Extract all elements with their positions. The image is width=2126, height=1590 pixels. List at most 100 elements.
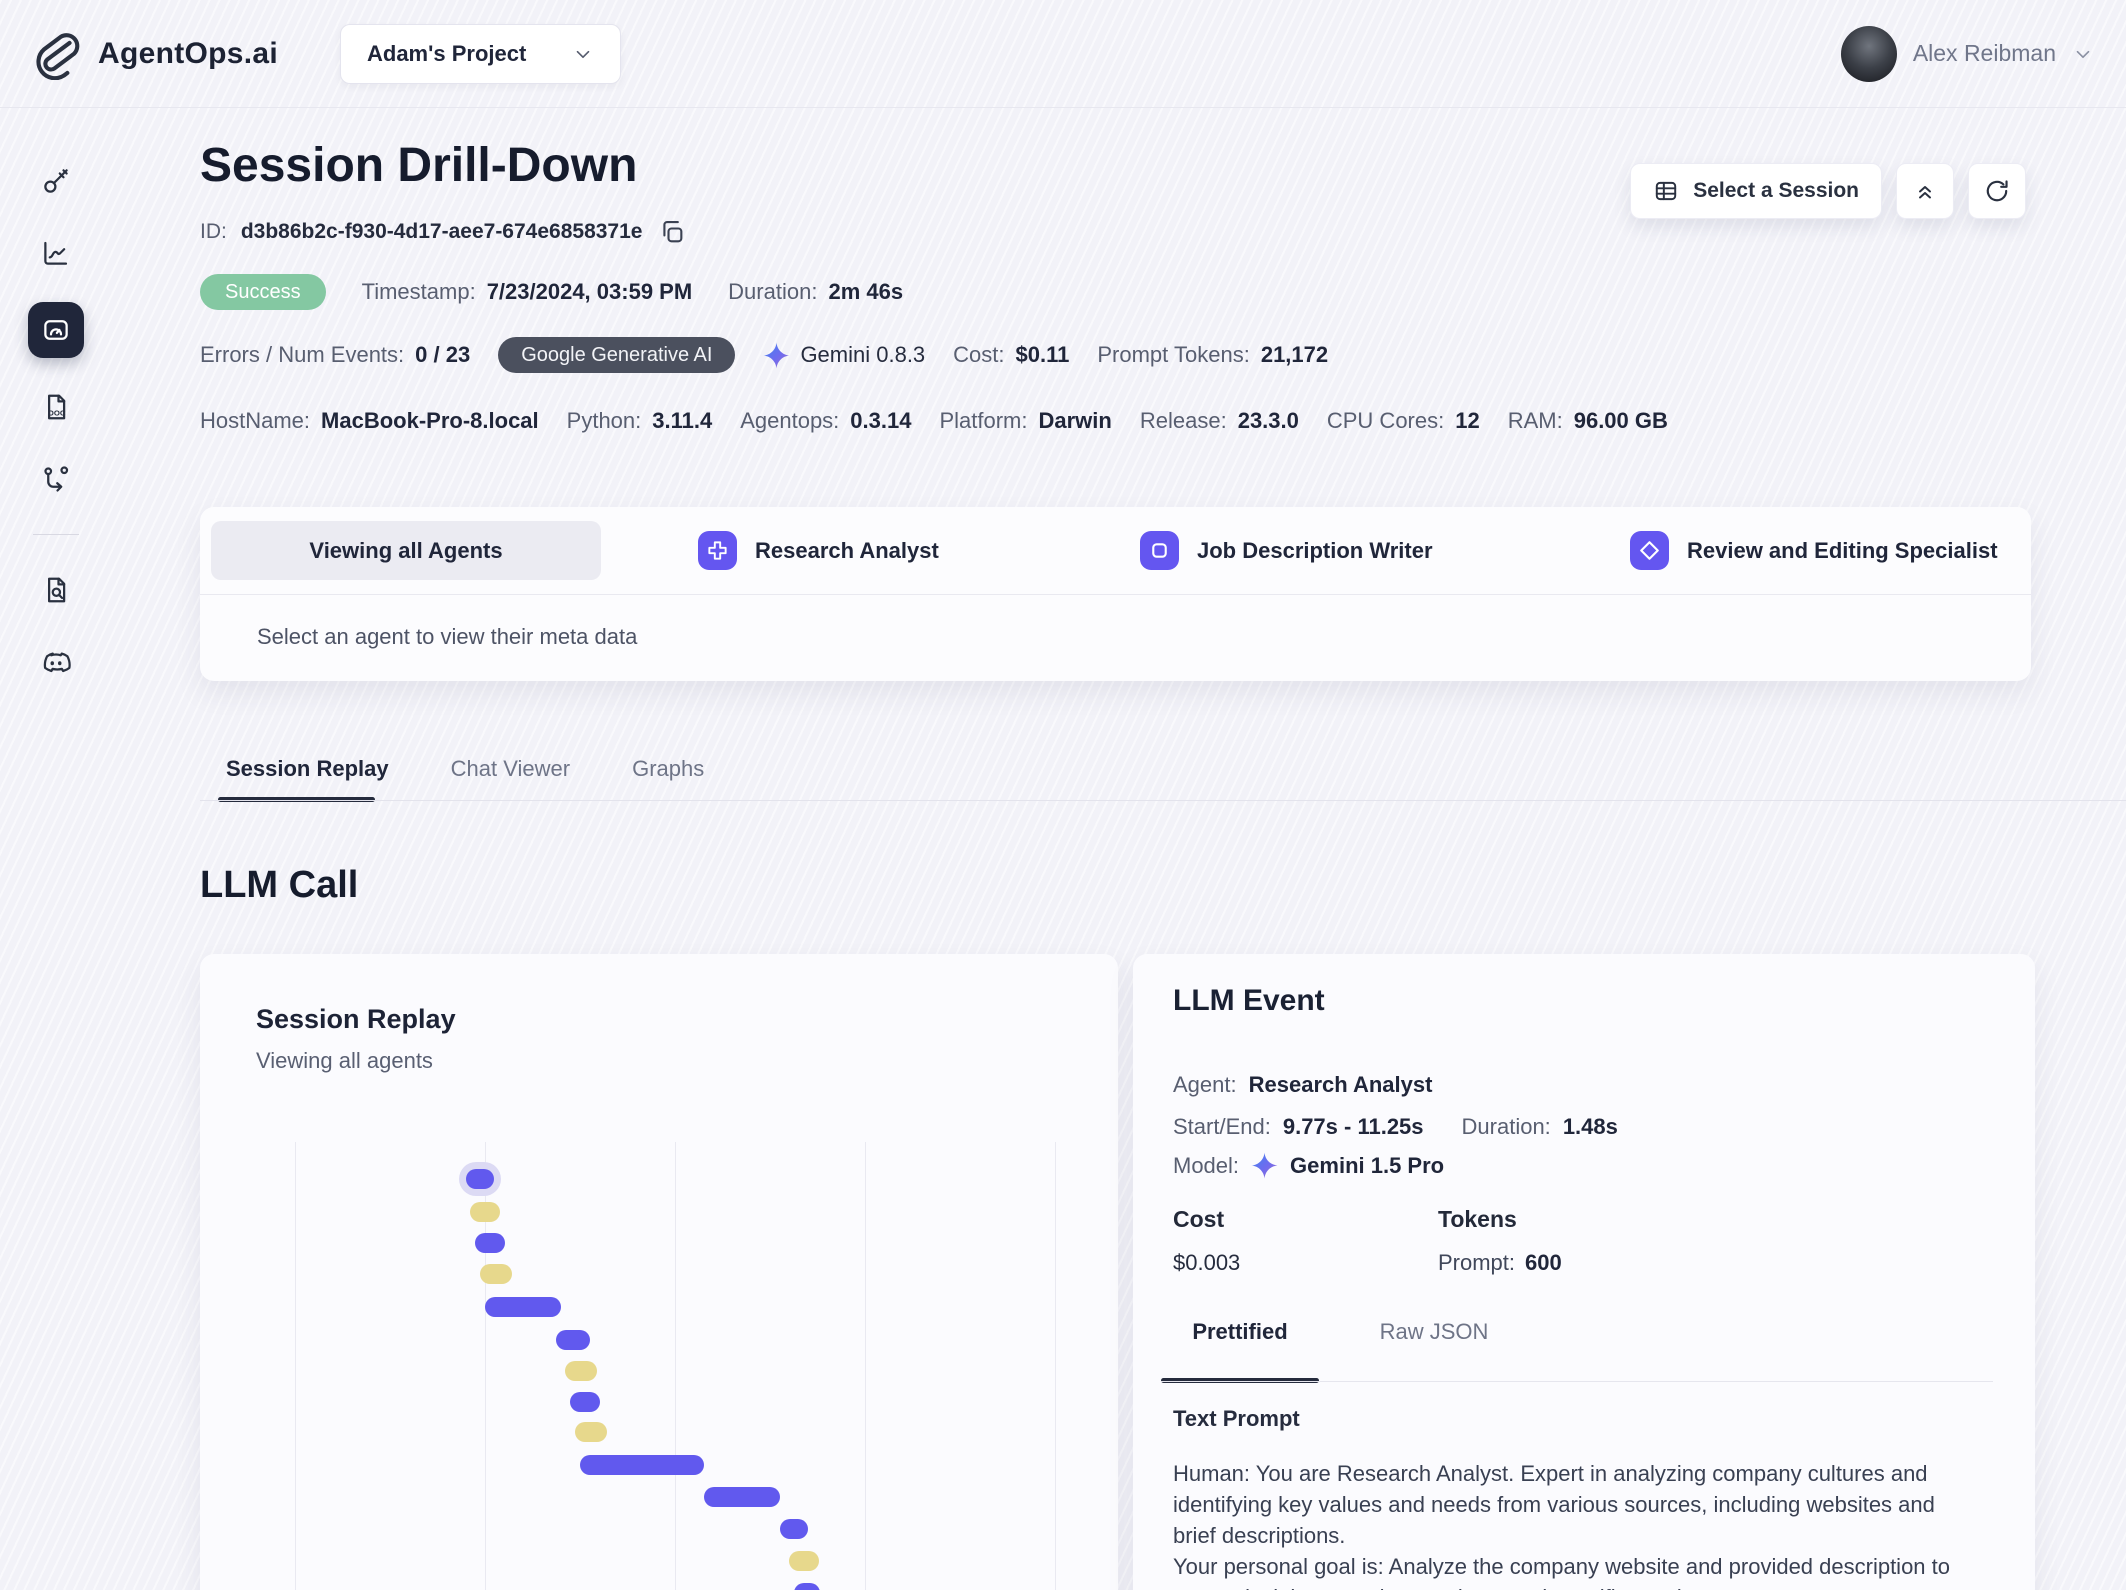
collapse-button[interactable] (1896, 163, 1954, 219)
tab-chat-viewer[interactable]: Chat Viewer (450, 756, 571, 781)
cpu-cores-field: CPU Cores: 12 (1326, 408, 1480, 433)
replay-bar-tool[interactable] (789, 1551, 819, 1571)
tab-agent-job-description-writer[interactable]: Job Description Writer (1140, 531, 1433, 570)
sidebar-item-session-drilldown[interactable] (28, 302, 84, 358)
copy-id-button[interactable] (656, 216, 688, 248)
event-timing-row: Start/End: 9.77s - 11.25s Duration: 1.48… (1173, 1114, 1618, 1139)
session-id-value: d3b86b2c-f930-4d17-aee7-674e6858371e (240, 220, 643, 243)
llm-event-card: LLM Event Agent: Research Analyst Start/… (1133, 954, 2035, 1590)
tab-session-replay[interactable]: Session Replay (226, 756, 389, 781)
session-dashboard-icon (41, 315, 71, 345)
host-info-row: HostName: MacBook-Pro-8.local Python: 3.11… (200, 402, 1668, 440)
event-tabs-divider (1161, 1381, 1993, 1382)
session-errors-row: Errors / Num Events: 0 / 23 Google Gener… (200, 336, 1328, 374)
platform-field: Platform: Darwin (939, 408, 1112, 433)
gemini-icon (763, 342, 790, 369)
replay-bar-llm[interactable] (704, 1487, 780, 1507)
replay-gridline (485, 1142, 486, 1590)
table-icon (1653, 178, 1679, 204)
cost-heading: Cost (1173, 1206, 1225, 1232)
agents-card: Viewing all Agents Research Analyst Job … (200, 507, 2031, 681)
session-id-label: ID: (200, 220, 227, 243)
session-status-row: Success Timestamp: 7/23/2024, 03:59 PM D… (200, 273, 903, 311)
sidebar-item-integrations[interactable] (33, 456, 79, 502)
tab-all-agents[interactable]: Viewing all Agents (211, 521, 601, 580)
replay-bar-llm[interactable] (556, 1330, 590, 1350)
view-tabs: Session Replay Chat Viewer Graphs (226, 756, 704, 782)
provider-badge: Google Generative AI (498, 337, 736, 373)
llm-call-heading: LLM Call (200, 864, 359, 906)
errors-field: Errors / Num Events: 0 / 23 (200, 342, 471, 367)
diamond-icon (1630, 531, 1669, 570)
timestamp-field: Timestamp: 7/23/2024, 03:59 PM (361, 279, 693, 304)
sidebar-item-api-keys[interactable] (33, 158, 79, 204)
replay-bar-tool[interactable] (480, 1264, 512, 1284)
model-name: Gemini 0.8.3 (800, 342, 926, 367)
sidebar-item-logs[interactable] (33, 567, 79, 613)
replay-gridline (865, 1142, 866, 1590)
replay-bar-tool[interactable] (470, 1202, 500, 1222)
cost-field: Cost: $0.11 (953, 342, 1070, 367)
refresh-button[interactable] (1968, 163, 2026, 219)
agents-card-divider (200, 594, 2031, 595)
app-header: AgentOps.ai Adam's Project Alex Reibman (0, 0, 2126, 108)
avatar[interactable] (1840, 25, 1897, 82)
sidebar-item-docs[interactable]: DOC (33, 384, 79, 430)
release-field: Release: 23.3.0 (1139, 408, 1299, 433)
brand: AgentOps.ai (32, 28, 278, 80)
tab-agent-research-analyst[interactable]: Research Analyst (698, 531, 939, 570)
select-session-label: Select a Session (1693, 179, 1859, 202)
replay-bar-tool[interactable] (575, 1422, 607, 1442)
event-model-row: Model: Gemini 1.5 Pro (1173, 1152, 1445, 1179)
doc-search-icon (41, 575, 71, 605)
agentops-logo-icon (32, 28, 84, 80)
replay-bar-llm[interactable] (570, 1392, 600, 1412)
agentops-version-field: Agentops: 0.3.14 (740, 408, 912, 433)
replay-bar-llm[interactable] (780, 1519, 808, 1539)
replay-chart (200, 954, 1118, 1590)
analytics-chart-icon (41, 238, 71, 268)
text-prompt-body: Human: You are Research Analyst. Expert … (1173, 1458, 1965, 1590)
select-session-button[interactable]: Select a Session (1630, 163, 1882, 219)
svg-text:DOC: DOC (48, 408, 66, 417)
sidebar-item-analytics[interactable] (33, 230, 79, 276)
tab-raw-json[interactable]: Raw JSON (1364, 1310, 1504, 1354)
replay-bar-tool[interactable] (565, 1361, 597, 1381)
tab-prettified[interactable]: Prettified (1161, 1310, 1319, 1354)
llm-event-title: LLM Event (1173, 984, 1325, 1017)
tab-graphs[interactable]: Graphs (632, 756, 705, 781)
status-badge: Success (200, 274, 326, 310)
replay-gridline (675, 1142, 676, 1590)
replay-card-subtitle: Viewing all agents (256, 1048, 433, 1073)
tabs-divider-line (200, 800, 2126, 801)
replay-bar-llm[interactable] (580, 1455, 704, 1475)
user-name: Alex Reibman (1912, 40, 2056, 66)
copy-icon (658, 218, 686, 246)
replay-bar-llm[interactable] (466, 1169, 494, 1189)
project-selector[interactable]: Adam's Project (340, 23, 622, 84)
event-detail-tabs: Prettified Raw JSON (1161, 1310, 1504, 1354)
toolbar: Select a Session (1630, 163, 2026, 219)
user-menu[interactable]: Alex Reibman (1840, 25, 2094, 82)
git-branch-icon (41, 464, 71, 494)
sidebar-divider (33, 534, 79, 535)
replay-bar-llm[interactable] (485, 1297, 561, 1317)
replay-bar-llm[interactable] (475, 1233, 505, 1253)
prettified-tab-underline (1161, 1378, 1319, 1383)
prompt-tokens-field: Prompt Tokens: 21,172 (1097, 342, 1329, 367)
brand-name: AgentOps.ai (98, 36, 278, 70)
replay-gridline (295, 1142, 296, 1590)
discord-icon (41, 647, 71, 677)
duration-field: Duration: 2m 46s (728, 279, 904, 304)
replay-gridline (1055, 1142, 1056, 1590)
project-selector-label: Adam's Project (367, 40, 527, 66)
prompt-tokens-row: Prompt: 600 (1438, 1250, 1562, 1275)
replay-bar-llm[interactable] (794, 1583, 820, 1590)
hostname-field: HostName: MacBook-Pro-8.local (200, 408, 539, 433)
event-agent-row: Agent: Research Analyst (1173, 1072, 1433, 1097)
sidebar-item-discord[interactable] (33, 639, 79, 685)
plus-icon (698, 531, 737, 570)
tab-agent-review-editing-specialist[interactable]: Review and Editing Specialist (1630, 531, 1998, 570)
docs-icon: DOC (41, 392, 71, 422)
